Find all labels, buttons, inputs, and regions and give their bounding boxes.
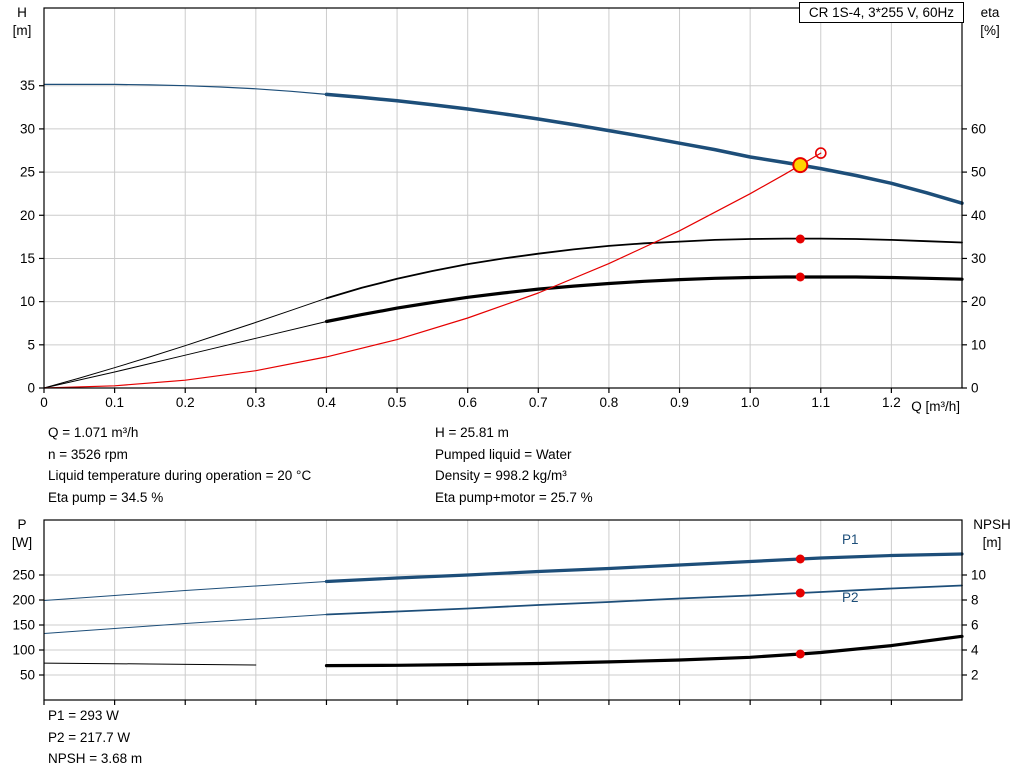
npsh-lead-curve: [43, 662, 257, 666]
p1-point: [795, 554, 805, 564]
y-left-tick-label: 250: [12, 568, 35, 583]
p-axis-symbol: P: [17, 517, 27, 532]
x-tick-label: 0.6: [458, 395, 477, 410]
eta-axis-label: eta [%]: [960, 4, 1020, 40]
x-tick-label: 0.4: [317, 395, 336, 410]
duty-info-right: H = 25.81 m Pumped liquid = Water Densit…: [435, 422, 593, 508]
eta-pump-motor-point: [795, 272, 805, 282]
y-right-tick-label: 0: [971, 381, 979, 396]
y-left-tick-label: 150: [12, 618, 35, 633]
plot-frame: [43, 519, 963, 701]
y-left-tick-label: 0: [27, 381, 35, 396]
y-left-tick-label: 5: [27, 337, 35, 352]
eta-pump-lead-curve: [43, 297, 327, 389]
x-tick-label: 0.7: [529, 395, 548, 410]
duty-info-eta-pump: Eta pump = 34.5 %: [48, 489, 164, 505]
power-npsh-chart: 50 100 150 200 250 2 4 6 8 10 P1 P2: [12, 519, 986, 705]
p1-lead-curve: [43, 581, 327, 601]
h-axis-unit: [m]: [12, 23, 32, 38]
eta-axis-unit: [%]: [980, 23, 1000, 38]
duty-info-temperature: Liquid temperature during operation = 20…: [48, 468, 312, 483]
x-tick-label: 1.2: [882, 395, 901, 410]
duty-info-h: H = 25.81 m: [435, 425, 509, 440]
eta-pump-motor-curve: [324, 275, 964, 324]
p-axis-unit: [W]: [11, 535, 33, 550]
y-right-tick-label: 2: [971, 668, 979, 683]
p2-curve: [325, 584, 963, 616]
result-npsh: NPSH = 3.68 m: [48, 751, 143, 766]
y-right-tick-label: 30: [971, 251, 986, 266]
plot-frame: [43, 7, 963, 389]
y-left-tick-label: 200: [12, 593, 35, 608]
pump-model-box: CR 1S-4, 3*255 V, 60Hz: [798, 2, 964, 23]
y-left-tick-label: 100: [12, 643, 35, 658]
x-tick-label: 0.5: [388, 395, 407, 410]
duty-info-density: Density = 998.2 kg/m³: [435, 468, 567, 483]
x-tick-label: 0.1: [105, 395, 124, 410]
x-tick-label: 0.2: [176, 395, 195, 410]
hq-eta-chart: 0 5 10 15 20 25 30 35 0 10 20 30 40 50 60 0 0.1 0.2 0.3 0.4…: [20, 7, 986, 410]
x-tick-label: 0: [40, 395, 48, 410]
duty-info-eta-total: Eta pump+motor = 25.7 %: [435, 489, 593, 505]
p2-lead-curve: [43, 614, 327, 634]
hq-main-curve: [324, 92, 964, 205]
result-block: P1 = 293 W P2 = 217.7 W NPSH = 3.68 m: [48, 705, 142, 770]
duty-info-left: Q = 1.071 m³/h n = 3526 rpm Liquid tempe…: [48, 422, 311, 508]
result-p1: P1 = 293 W: [48, 708, 119, 723]
y-right-tick-label: 10: [971, 568, 986, 583]
npsh-curve: [324, 634, 964, 668]
eta-pump-motor-lead-curve: [43, 321, 327, 389]
h-axis-symbol: H: [17, 5, 27, 20]
x-tick-label: 0.8: [600, 395, 619, 410]
y-right-tick-label: 40: [971, 208, 986, 223]
npsh-axis-unit: [m]: [982, 535, 1002, 550]
eta-axis-symbol: eta: [980, 5, 1000, 20]
p-axis-label: P [W]: [2, 516, 42, 552]
y-right-tick-label: 6: [971, 618, 979, 633]
y-left-tick-label: 35: [20, 78, 35, 93]
y-left-tick-label: 15: [20, 251, 35, 266]
y-left-tick-label: 25: [20, 165, 35, 180]
hq-lead-curve: [43, 83, 328, 96]
p1-curve: [324, 552, 964, 584]
duty-info-liquid: Pumped liquid = Water: [435, 446, 572, 462]
system-curve-curve: [43, 152, 822, 389]
npsh-axis-symbol: NPSH: [973, 517, 1011, 532]
npsh-axis-label: NPSH [m]: [960, 516, 1024, 552]
requested-duty-point: [814, 147, 827, 159]
npsh-point: [795, 649, 805, 659]
x-tick-label: 1.0: [741, 395, 760, 410]
y-right-tick-label: 60: [971, 121, 986, 136]
x-tick-label: 0.9: [670, 395, 689, 410]
result-p2: P2 = 217.7 W: [48, 729, 131, 745]
y-left-tick-label: 50: [20, 668, 35, 683]
y-right-tick-label: 20: [971, 294, 986, 309]
h-axis-label: H [m]: [2, 4, 42, 40]
x-tick-label: 0.3: [246, 395, 265, 410]
p2-label: P2: [842, 590, 859, 605]
eta-pump-point: [795, 234, 805, 244]
y-left-tick-label: 30: [20, 121, 35, 136]
duty-point: [792, 157, 809, 174]
y-left-tick-label: 10: [20, 294, 35, 309]
p2-point: [795, 588, 805, 598]
x-tick-label: 1.1: [811, 395, 830, 410]
y-right-tick-label: 4: [971, 643, 979, 658]
y-right-tick-label: 10: [971, 337, 986, 352]
y-left-tick-label: 20: [20, 208, 35, 223]
y-right-tick-label: 8: [971, 593, 979, 608]
eta-pump-curve: [325, 237, 963, 300]
y-right-tick-label: 50: [971, 165, 986, 180]
q-axis-label: Q [m³/h]: [911, 399, 960, 414]
p1-label: P1: [842, 532, 859, 547]
duty-info-speed: n = 3526 rpm: [48, 446, 128, 462]
duty-info-q: Q = 1.071 m³/h: [48, 425, 139, 440]
